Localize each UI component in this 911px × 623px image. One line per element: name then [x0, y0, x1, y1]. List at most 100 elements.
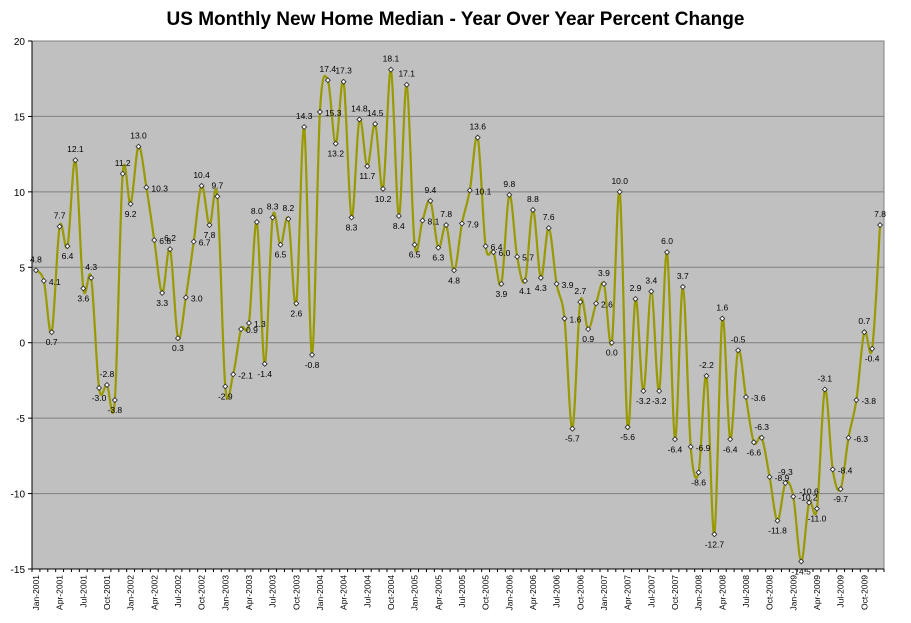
data-point	[167, 246, 174, 253]
data-point	[877, 222, 884, 229]
data-point	[466, 187, 473, 194]
data-label: -6.4	[723, 444, 738, 454]
y-tick-label: -10	[11, 490, 26, 501]
data-label: -6.3	[754, 422, 769, 432]
data-label: 3.6	[77, 293, 89, 303]
data-label: 3.7	[677, 271, 689, 281]
data-label: 4.1	[49, 277, 61, 287]
data-point	[640, 387, 647, 395]
data-label: 3.9	[495, 289, 507, 299]
data-label: 6.4	[62, 251, 74, 261]
data-point	[766, 473, 773, 481]
data-label: 0.7	[858, 316, 870, 326]
data-point	[774, 517, 781, 524]
y-tick-label: -15	[11, 565, 26, 576]
x-axis: Jan-2001 Apr-2001 Jul-2001 Oct-2001 Jan-2002…	[31, 568, 885, 611]
data-point	[206, 222, 213, 229]
x-tick-label: Jul-2007	[646, 575, 656, 608]
x-tick-label: Jul-2009	[836, 575, 846, 608]
data-point	[553, 280, 560, 287]
data-label: 13.0	[130, 131, 147, 141]
data-point	[561, 315, 568, 322]
data-point	[387, 66, 394, 73]
data-point	[687, 443, 694, 450]
data-label: 4.8	[30, 254, 42, 264]
data-label: 10.3	[151, 183, 168, 193]
data-point	[301, 123, 308, 131]
data-label: 11.7	[359, 171, 375, 181]
data-point	[332, 140, 339, 147]
data-point	[427, 197, 434, 204]
data-label: 0.9	[246, 325, 258, 335]
data-label: -11.0	[808, 514, 827, 524]
data-label: -3.0	[92, 393, 107, 403]
data-point	[861, 329, 868, 336]
data-point	[758, 434, 765, 441]
data-label: 12.1	[67, 144, 84, 154]
data-label: -6.3	[854, 434, 869, 444]
data-label: 4.8	[448, 275, 460, 285]
data-label: 3.0	[191, 293, 203, 303]
data-label: -12.7	[705, 539, 725, 549]
data-label: 17.4	[320, 64, 337, 74]
y-tick-label: -5	[16, 414, 25, 425]
x-tick-label: Apr-2002	[149, 575, 159, 610]
data-point	[285, 215, 292, 223]
data-label: -0.5	[731, 334, 746, 344]
data-point	[324, 77, 331, 84]
x-tick-label: Jul-2008	[741, 575, 751, 608]
data-point	[821, 386, 828, 393]
data-point	[80, 285, 87, 292]
data-label: 10.4	[193, 170, 210, 180]
data-label: 3.4	[645, 275, 657, 285]
data-label: 2.7	[574, 286, 586, 296]
data-label: -8.6	[691, 477, 706, 487]
data-label: 14.8	[351, 103, 368, 113]
data-label: -5.6	[620, 432, 635, 442]
data-label: 1.6	[570, 315, 582, 325]
data-label: 2.6	[601, 299, 613, 309]
data-label: 13.6	[469, 122, 486, 132]
data-point	[703, 372, 710, 379]
data-point	[111, 397, 118, 404]
x-tick-label: Jan-2006	[504, 575, 514, 611]
data-point	[545, 225, 552, 232]
data-point	[230, 371, 237, 378]
data-point	[182, 294, 189, 301]
data-label: 14.3	[296, 111, 313, 121]
data-point	[372, 120, 379, 128]
x-tick-label: Oct-2002	[197, 575, 207, 610]
data-label: -2.1	[238, 370, 253, 380]
data-label: 9.2	[125, 209, 137, 219]
data-point	[214, 193, 221, 200]
data-label: -2.9	[218, 391, 233, 401]
data-point	[782, 479, 789, 487]
data-point	[600, 280, 607, 287]
data-label: 10.1	[475, 186, 492, 196]
x-tick-label: Apr-2009	[812, 575, 822, 610]
data-point	[537, 274, 544, 281]
data-label: 0.0	[606, 348, 618, 358]
x-tick-label: Jan-2007	[599, 575, 609, 611]
data-point	[380, 185, 387, 192]
data-point	[474, 134, 481, 141]
data-point	[96, 384, 103, 392]
data-point	[277, 241, 284, 248]
data-point	[88, 274, 95, 281]
x-tick-label: Oct-2007	[670, 575, 680, 610]
data-label: 2.6	[290, 308, 302, 318]
data-point	[403, 81, 410, 88]
data-point	[253, 218, 260, 226]
data-label: 6.5	[275, 250, 287, 260]
data-label: -2.8	[100, 369, 115, 379]
data-point	[735, 347, 742, 354]
data-point	[616, 188, 623, 195]
data-label: -9.3	[778, 467, 793, 477]
y-tick-label: 5	[19, 263, 25, 274]
data-point	[664, 249, 671, 256]
data-label: -0.8	[305, 360, 320, 370]
x-tick-label: Jul-2004	[362, 575, 372, 608]
data-label: 2.9	[630, 283, 642, 293]
data-label: -3.2	[652, 396, 667, 406]
x-tick-label: Apr-2008	[717, 575, 727, 610]
